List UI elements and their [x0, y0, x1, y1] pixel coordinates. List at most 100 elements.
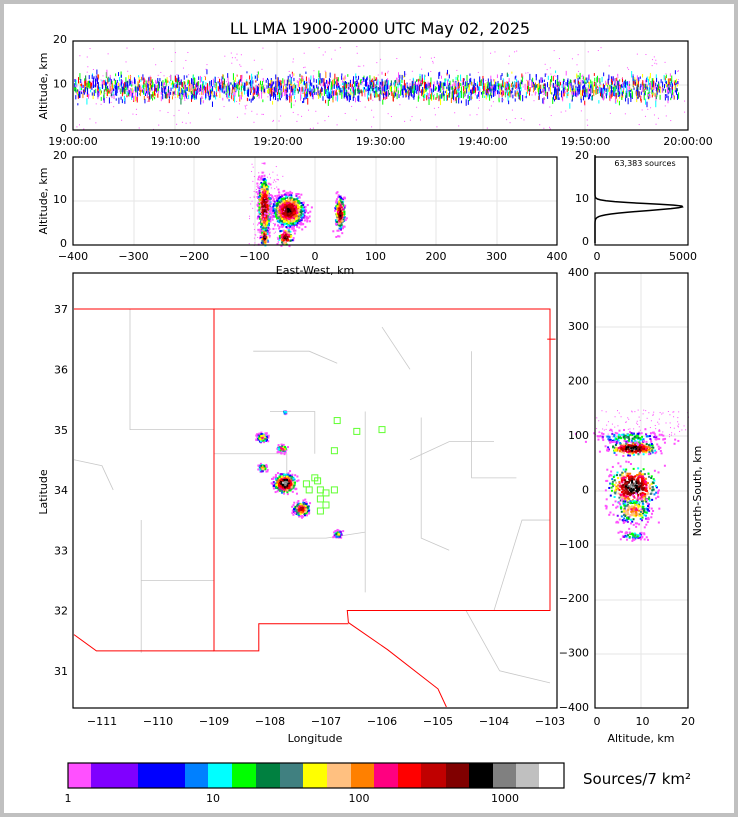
source-point	[517, 83, 519, 88]
source-point	[280, 224, 283, 227]
source-point	[476, 84, 478, 88]
source-point	[436, 87, 438, 90]
source-point	[666, 94, 668, 98]
source-point	[283, 201, 286, 204]
source-point	[264, 213, 267, 216]
source-point	[397, 83, 399, 91]
source-point	[279, 205, 282, 208]
source-point	[91, 84, 93, 90]
source-point	[105, 72, 107, 79]
source-point	[336, 85, 338, 88]
source-point	[129, 74, 131, 81]
source-point	[457, 79, 459, 87]
source-point	[130, 76, 132, 78]
source-point	[271, 84, 273, 88]
source-point	[337, 205, 340, 208]
source-point	[95, 75, 97, 82]
source-point	[460, 100, 462, 104]
source-point	[520, 117, 522, 119]
source-point	[364, 106, 366, 108]
source-point	[671, 75, 673, 82]
source-point	[629, 84, 631, 87]
source-point	[654, 62, 656, 64]
source-point	[200, 97, 202, 99]
source-point	[181, 121, 183, 123]
source-point	[280, 236, 283, 239]
source-point	[232, 84, 234, 89]
source-point	[102, 79, 104, 82]
source-point	[559, 93, 561, 96]
source-point	[295, 209, 298, 212]
source-point	[539, 85, 541, 91]
source-point	[291, 201, 294, 204]
source-point	[642, 74, 644, 78]
source-point	[109, 80, 111, 85]
source-point	[442, 90, 444, 96]
source-point	[147, 89, 149, 95]
source-point	[589, 98, 591, 100]
source-point	[258, 202, 261, 205]
source-point	[163, 86, 165, 89]
source-point	[423, 80, 425, 84]
source-point	[413, 85, 415, 91]
source-point	[576, 64, 578, 66]
source-point	[379, 85, 381, 88]
source-point	[234, 57, 236, 59]
source-point	[244, 105, 246, 107]
source-point	[553, 94, 555, 100]
source-point	[309, 79, 311, 86]
source-point	[168, 89, 170, 97]
source-point	[292, 224, 295, 227]
source-point	[300, 87, 302, 95]
source-point	[409, 87, 411, 91]
source-point	[545, 90, 547, 96]
source-point	[540, 84, 542, 90]
source-point	[166, 77, 168, 84]
x-tick-label: 0	[594, 250, 601, 263]
source-point	[272, 205, 275, 208]
source-point	[177, 84, 179, 88]
source-point	[386, 85, 388, 89]
source-point	[254, 242, 256, 244]
source-point	[582, 74, 584, 78]
source-point	[521, 73, 523, 78]
source-point	[441, 82, 443, 88]
source-point	[333, 78, 335, 86]
source-point	[227, 96, 229, 99]
source-point	[390, 80, 392, 86]
source-point	[317, 77, 319, 85]
source-point	[655, 96, 657, 100]
source-point	[535, 74, 537, 81]
source-point	[289, 212, 292, 215]
source-point	[253, 121, 255, 123]
source-point	[365, 80, 367, 87]
source-point	[432, 62, 434, 64]
source-point	[625, 86, 627, 90]
source-point	[273, 232, 275, 234]
source-point	[584, 100, 586, 106]
source-point	[640, 83, 642, 88]
source-point	[261, 207, 263, 209]
source-point	[286, 85, 288, 88]
source-point	[339, 213, 342, 216]
source-point	[267, 215, 270, 218]
source-point	[252, 166, 254, 168]
source-point	[640, 91, 642, 95]
source-point	[261, 171, 264, 174]
source-point	[272, 119, 274, 121]
source-point	[570, 79, 572, 83]
source-point	[626, 90, 628, 98]
source-point	[645, 98, 647, 105]
source-point	[148, 80, 150, 86]
source-point	[644, 90, 646, 96]
source-point	[78, 89, 80, 94]
source-point	[677, 94, 679, 100]
source-point	[157, 89, 159, 94]
source-point	[659, 86, 661, 89]
source-point	[278, 220, 281, 223]
source-point	[297, 218, 300, 221]
source-point	[81, 90, 83, 94]
source-point	[287, 194, 290, 197]
source-point	[281, 195, 284, 198]
source-point	[86, 94, 88, 97]
